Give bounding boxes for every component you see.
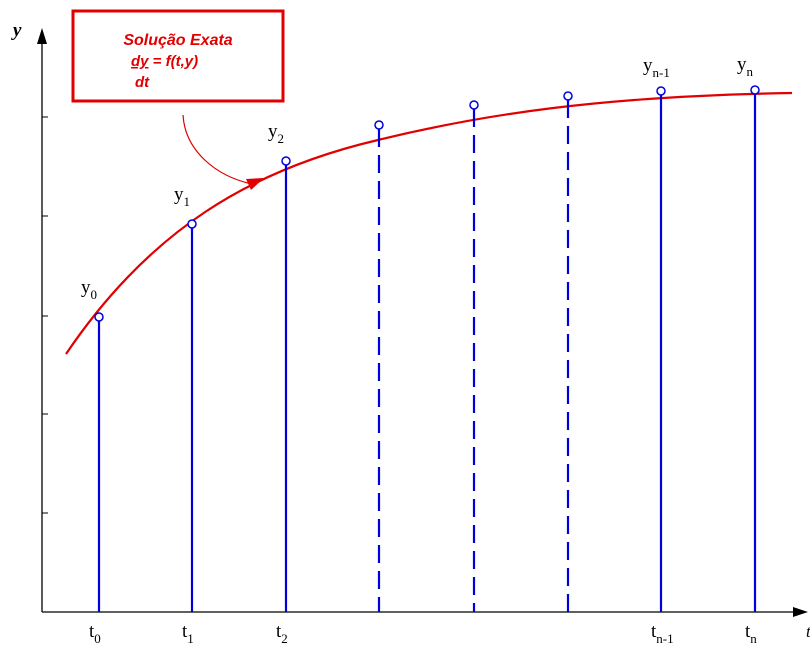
stem-marker [187, 219, 197, 229]
t-label: tn-1 [651, 621, 674, 646]
t-label: tn [745, 621, 757, 646]
y-label: y2 [268, 121, 284, 146]
y-axis-label: y [11, 20, 22, 41]
y-label-base: y [174, 184, 184, 205]
t-label-subscript: 0 [94, 631, 101, 646]
y-axis-ticks [42, 116, 48, 514]
stem-marker [563, 91, 573, 101]
y-label-subscript: 0 [91, 287, 98, 302]
t-label-base: t [745, 621, 751, 642]
t-label-subscript: n-1 [656, 631, 673, 646]
t-label-subscript: 2 [281, 631, 288, 646]
x-axis-label: t [806, 622, 810, 641]
y-label-base: y [268, 121, 278, 142]
y-label: yn [737, 54, 754, 79]
t-label: t1 [182, 621, 194, 646]
t-label-base: t [651, 621, 657, 642]
t-label: t2 [276, 621, 288, 646]
y-label-base: y [81, 277, 91, 298]
t-label-base: t [182, 621, 188, 642]
stem-marker [281, 156, 291, 166]
stem-marker [656, 86, 666, 96]
annotation-pointer [182, 114, 253, 185]
exact-solution-curve [65, 91, 793, 355]
t-label: t0 [89, 621, 101, 646]
x-axis-arrow [793, 607, 808, 617]
annotation-box: Solução Exata dy = f(t,y) dt [71, 9, 285, 103]
y-label: y1 [174, 184, 190, 209]
y-label: y0 [81, 277, 97, 302]
t-label-subscript: n [750, 631, 757, 646]
stem-marker [374, 120, 384, 130]
t-label-base: t [276, 621, 282, 642]
y-label-base: y [737, 54, 747, 75]
y-label-subscript: n-1 [653, 65, 670, 80]
annotation-frame [71, 9, 285, 103]
y-label-subscript: 1 [184, 194, 191, 209]
y-label: yn-1 [643, 55, 670, 80]
t-label-base: t [89, 621, 95, 642]
y-label-subscript: 2 [278, 131, 285, 146]
t-label-subscript: 1 [187, 631, 194, 646]
y-label-base: y [643, 55, 653, 76]
annotation-numerator: dy [131, 53, 149, 70]
annotation-pointer-arrowhead [246, 178, 264, 190]
annotation-denominator: dt [135, 74, 150, 91]
y-label-subscript: n [747, 64, 754, 79]
y-axis-arrow [37, 28, 47, 44]
stem-marker [469, 100, 479, 110]
annotation-title: Solução Exata [123, 32, 232, 49]
annotation-equation: dy = f(t,y) [131, 53, 198, 70]
stem-marker [750, 85, 760, 95]
annotation-rhs: = f(t,y) [149, 53, 199, 70]
stem-marker [94, 312, 104, 322]
